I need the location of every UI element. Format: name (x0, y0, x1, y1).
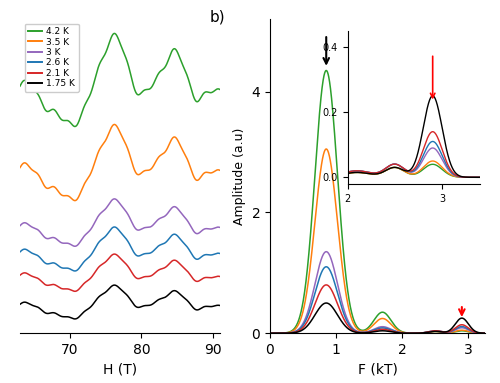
4.2 K (72, 124, 78, 129)
2.6 K (50, 260, 56, 265)
2.6 K (217, 251, 223, 256)
3.5 K (44, 186, 50, 190)
1.75 K (122, 291, 128, 296)
1.75 K (50, 311, 56, 315)
2.1 K (84, 278, 90, 283)
Line: 2.1 K: 2.1 K (20, 254, 220, 291)
4.2 K (122, 54, 128, 59)
2.1 K (112, 252, 117, 256)
1.75 K (17, 302, 23, 306)
2.1 K (104, 258, 110, 263)
1.75 K (217, 303, 223, 308)
3.5 K (217, 168, 223, 173)
3.5 K (122, 141, 128, 146)
1.75 K (112, 283, 117, 287)
3.5 K (126, 152, 132, 157)
2.1 K (50, 282, 56, 287)
3.5 K (17, 165, 23, 170)
Y-axis label: Amplitude (a.u): Amplitude (a.u) (233, 128, 246, 225)
2.6 K (17, 250, 23, 254)
2.1 K (122, 261, 128, 266)
1.75 K (72, 317, 78, 321)
2.1 K (126, 267, 132, 271)
2.6 K (84, 256, 90, 261)
Line: 4.2 K: 4.2 K (20, 33, 220, 126)
4.2 K (50, 107, 56, 112)
4.2 K (126, 68, 132, 72)
3.5 K (104, 136, 110, 140)
Line: 3.5 K: 3.5 K (20, 124, 220, 201)
X-axis label: F (kT): F (kT) (358, 362, 398, 376)
Legend: 4.2 K, 3.5 K, 3 K, 2.6 K, 2.1 K, 1.75 K: 4.2 K, 3.5 K, 3 K, 2.6 K, 2.1 K, 1.75 K (24, 24, 78, 92)
3 K (112, 196, 117, 201)
3.5 K (72, 198, 78, 203)
3 K (44, 236, 50, 241)
3 K (50, 235, 56, 240)
Text: b): b) (210, 10, 226, 25)
4.2 K (217, 87, 223, 92)
3 K (84, 231, 90, 235)
3 K (72, 244, 78, 249)
3 K (122, 208, 128, 213)
2.1 K (17, 273, 23, 277)
1.75 K (104, 289, 110, 293)
4.2 K (112, 31, 117, 36)
2.6 K (126, 242, 132, 247)
2.6 K (44, 262, 50, 266)
4.2 K (44, 109, 50, 113)
X-axis label: H (T): H (T) (103, 362, 137, 376)
Line: 2.6 K: 2.6 K (20, 227, 220, 271)
3.5 K (84, 177, 90, 181)
2.6 K (122, 236, 128, 240)
3 K (217, 225, 223, 230)
4.2 K (104, 47, 110, 52)
2.1 K (217, 274, 223, 279)
2.6 K (72, 269, 78, 273)
1.75 K (84, 307, 90, 312)
2.6 K (104, 232, 110, 237)
3 K (17, 223, 23, 228)
Line: 1.75 K: 1.75 K (20, 285, 220, 319)
Line: 3 K: 3 K (20, 199, 220, 246)
3.5 K (50, 184, 56, 189)
4.2 K (17, 84, 23, 88)
3 K (104, 205, 110, 210)
2.1 K (44, 283, 50, 288)
3.5 K (112, 122, 117, 127)
2.1 K (72, 289, 78, 294)
3 K (126, 215, 132, 220)
1.75 K (126, 296, 132, 301)
4.2 K (84, 98, 90, 102)
1.75 K (44, 311, 50, 316)
2.6 K (112, 225, 117, 229)
